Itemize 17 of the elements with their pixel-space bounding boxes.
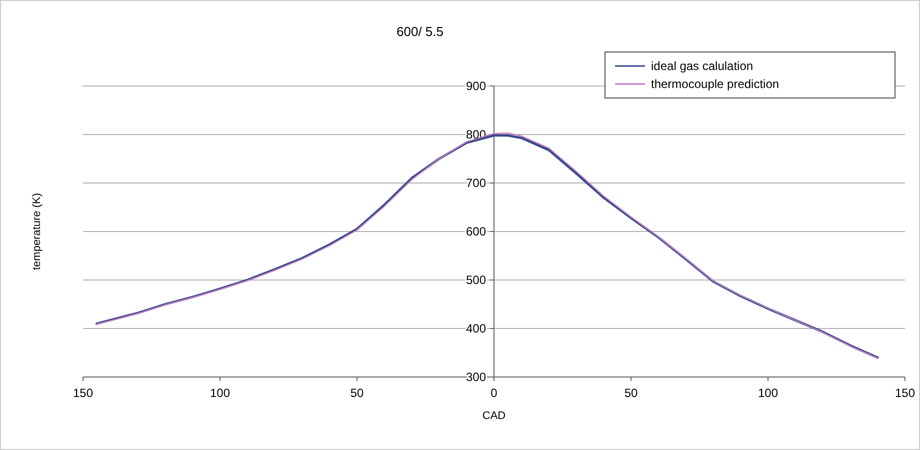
legend-label: thermocouple prediction xyxy=(651,77,780,91)
y-tick-label: 900 xyxy=(466,79,486,93)
x-tick-label: 0 xyxy=(490,386,498,400)
x-axis-title: CAD xyxy=(482,410,506,422)
x-tick-label: 150 xyxy=(894,386,916,400)
y-tick-label: 600 xyxy=(466,224,486,238)
x-tick-label: 50 xyxy=(350,386,364,400)
x-tick-label: 50 xyxy=(624,386,638,400)
y-axis-title: temperature (K) xyxy=(31,192,43,270)
y-tick-label: 700 xyxy=(466,176,486,190)
x-tick-label: 100 xyxy=(758,386,778,400)
x-tick-label: 100 xyxy=(210,386,230,400)
y-tick-label: 500 xyxy=(466,273,486,287)
chart-title: 600/ 5.5 xyxy=(396,24,444,39)
legend-label: ideal gas calulation xyxy=(651,59,754,73)
x-tick-label: 150 xyxy=(72,386,94,400)
y-tick-label: 400 xyxy=(466,322,486,336)
